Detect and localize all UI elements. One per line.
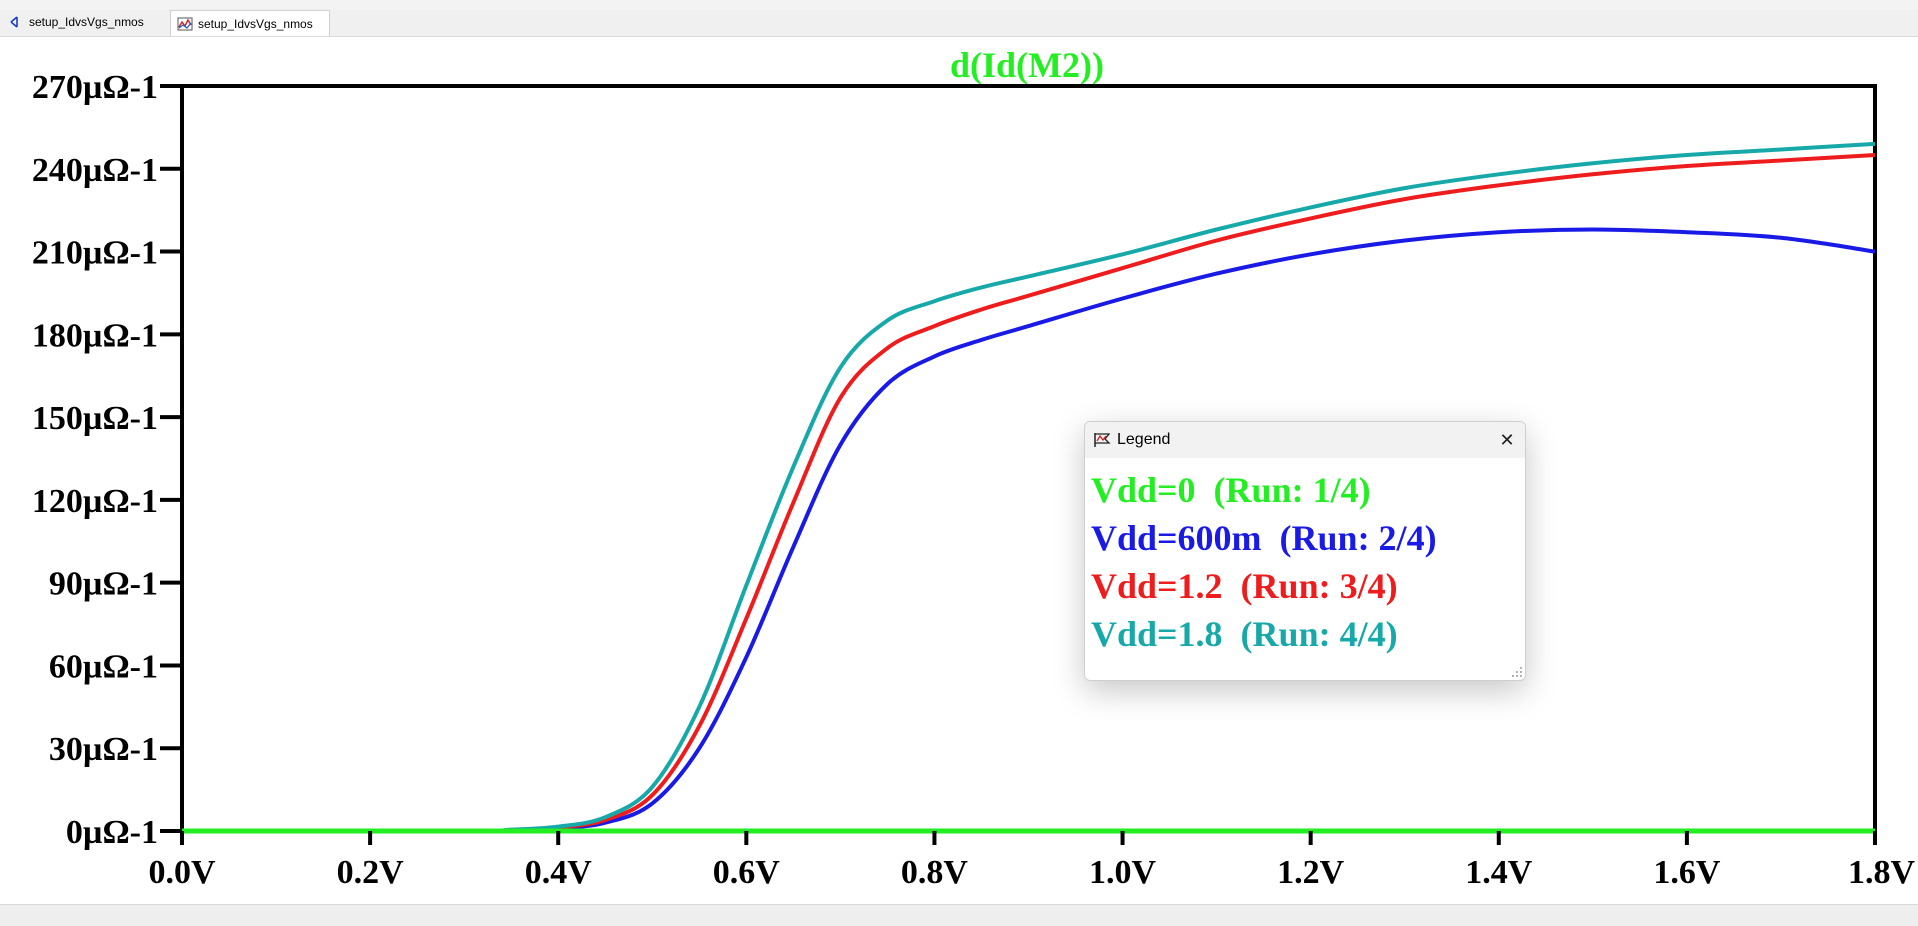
x-tick-label: 0.4V xyxy=(525,854,593,891)
y-tick-label: 150µΩ-1 xyxy=(32,400,158,437)
x-tick-label: 0.8V xyxy=(901,854,969,891)
x-tick-label: 1.2V xyxy=(1277,854,1345,891)
x-tick-label: 1.6V xyxy=(1653,854,1721,891)
y-tick-label: 270µΩ-1 xyxy=(32,69,158,106)
legend-entries: Vdd=0 (Run: 1/4) Vdd=600m (Run: 2/4) Vdd… xyxy=(1091,466,1515,658)
series-line-run-2[interactable] xyxy=(182,227,1876,834)
legend-entry-run-1: Vdd=0 (Run: 1/4) xyxy=(1091,470,1371,510)
legend-icon xyxy=(1094,433,1111,447)
resize-grip-icon[interactable] xyxy=(1511,666,1523,678)
legend-entry-run-2: Vdd=600m (Run: 2/4) xyxy=(1091,518,1437,558)
schematic-icon xyxy=(10,16,18,28)
axis-layer: 0µΩ-1 30µΩ-1 60µΩ-1 90µΩ-1 120µΩ-1 150µΩ-1 180… xyxy=(32,69,1916,891)
legend-window[interactable]: Legend ✕ Vdd=0 (Run: 1/4) Vdd=600m (Run:… xyxy=(1084,421,1526,681)
chart-title: d(Id(M2)) xyxy=(950,45,1104,85)
plot-frame xyxy=(180,84,1877,833)
legend-titlebar[interactable]: Legend ✕ xyxy=(1085,422,1525,458)
x-tick-label: 1.8V xyxy=(1848,854,1916,891)
y-tick-label: 30µΩ-1 xyxy=(49,731,158,768)
y-tick-label: 0µΩ-1 xyxy=(66,814,158,851)
y-tick-label: 180µΩ-1 xyxy=(32,317,158,354)
y-tick-label: 60µΩ-1 xyxy=(49,648,158,685)
tab-schematic-label: setup_IdvsVgs_nmos xyxy=(29,15,144,29)
legend-entry-run-3: Vdd=1.2 (Run: 3/4) xyxy=(1091,566,1398,606)
y-tick-label: 120µΩ-1 xyxy=(32,483,158,520)
x-tick-label: 0.2V xyxy=(337,854,405,891)
series-line-run-4[interactable] xyxy=(182,141,1876,834)
tab-bar: setup_IdvsVgs_nmos setup_IdvsVgs_nmos xyxy=(0,9,1918,37)
legend-title: Legend xyxy=(1117,431,1171,448)
y-tick-label: 240µΩ-1 xyxy=(32,152,158,189)
waveform-plot[interactable]: d(Id(M2)) 0µΩ-1 30µΩ-1 60µΩ-1 90µΩ-1 120µΩ-1… xyxy=(0,36,1918,904)
x-tick-label: 0.0V xyxy=(148,854,216,891)
waveform-icon xyxy=(177,17,193,30)
series-line-run-3[interactable] xyxy=(182,153,1876,834)
tab-schematic[interactable]: setup_IdvsVgs_nmos xyxy=(2,9,170,35)
x-tick-label: 0.6V xyxy=(713,854,781,891)
x-tick-label: 1.0V xyxy=(1089,854,1157,891)
series-layer xyxy=(182,141,1876,834)
tab-waveform-label: setup_IdvsVgs_nmos xyxy=(198,16,313,31)
legend-entry-run-4: Vdd=1.8 (Run: 4/4) xyxy=(1091,614,1398,654)
close-icon[interactable]: ✕ xyxy=(1499,430,1515,450)
y-tick-label: 210µΩ-1 xyxy=(32,235,158,272)
status-bar xyxy=(0,904,1918,926)
tab-waveform[interactable]: setup_IdvsVgs_nmos xyxy=(170,10,330,36)
y-tick-label: 90µΩ-1 xyxy=(49,566,158,603)
x-tick-label: 1.4V xyxy=(1465,854,1533,891)
